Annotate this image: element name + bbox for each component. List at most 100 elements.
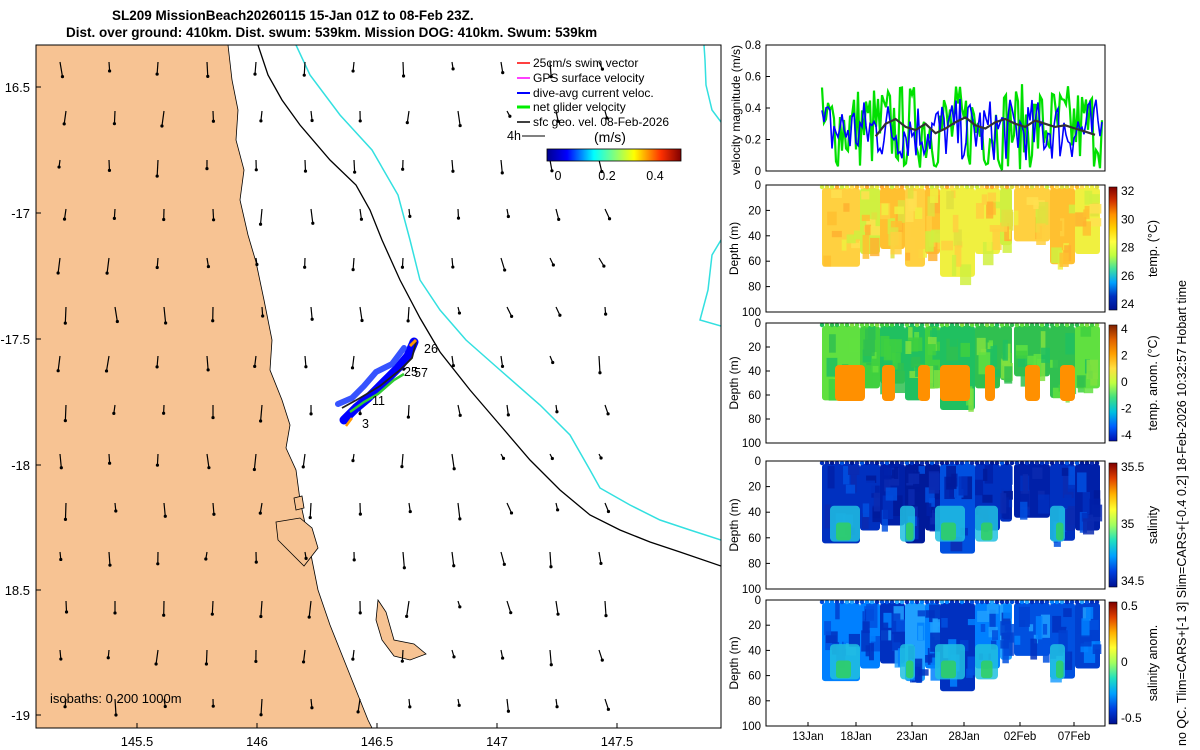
section-data-patch [925,231,934,252]
current-vector [162,600,166,617]
section-data-patch [1075,212,1087,227]
surface-sample [959,322,965,328]
depth-tick-label: 20 [748,482,761,494]
surface-sample [824,184,830,190]
depth-tick-label: 60 [748,390,761,402]
section-data-patch [883,612,892,628]
surface-sample [854,599,860,605]
surface-sample [884,460,890,466]
section-data-patch [853,230,864,240]
depth-tick-label: 80 [748,414,761,426]
colorbar-tick-label: -4 [1121,428,1132,442]
surface-sample [914,184,920,190]
island [293,495,305,511]
current-vector [204,551,208,561]
colorbar-tick-label: -2 [1121,402,1132,416]
section-data-patch [911,517,919,540]
current-vector [112,404,116,415]
surface-sample [844,460,850,466]
surface-sample [1094,599,1100,605]
section-data-patch [845,484,856,494]
section-data-patch [906,522,914,541]
colorbar-tick-label: 30 [1121,212,1135,226]
section-data-patch [977,610,990,623]
surface-sample [1004,599,1010,605]
section-data-patch [918,466,930,474]
surface-sample [1084,184,1090,190]
section-data-patch [917,610,928,617]
surface-sample [1034,460,1040,466]
surface-sample [989,322,995,328]
section-data-patch [931,229,942,243]
section-data-patch [941,660,956,679]
surface-sample [1004,184,1010,190]
section-panel-sanom: 0 20 40 60 80 100 Depth (m) 0.5 0 -0.5 salinity an… [727,595,1160,733]
current-vector [307,600,312,619]
current-vector [555,110,560,123]
isobath-1000m [703,45,721,123]
plot-title: SL209 MissionBeach20260115 15-Jan 01Z to… [112,8,474,23]
colorbar-unit: (m/s) [594,129,626,145]
surface-sample [829,184,835,190]
section-data-patch [976,337,986,356]
current-vector [604,208,612,221]
section-data-patch [865,645,870,657]
section-data-patch [1005,343,1011,365]
current-vector [253,61,257,76]
section-data-patch [1016,350,1028,359]
surface-sample [1019,460,1025,466]
current-vector [402,551,406,570]
current-vector [598,159,604,174]
section-data-patch [967,619,977,626]
surface-sample [884,599,890,605]
current-vector [351,61,355,73]
surface-sample [859,184,865,190]
current-vector [356,698,361,714]
surface-sample [839,184,845,190]
current-vector [301,453,306,469]
surface-sample [924,460,930,466]
section-data-patch [1080,643,1089,653]
current-vector [451,159,455,173]
current-vector [254,159,258,172]
current-vector [59,453,63,470]
surface-sample [919,184,925,190]
section-data-patch [827,211,837,226]
section-data-patch [928,498,935,507]
surface-sample [949,599,955,605]
section-data-patch [1016,345,1028,356]
surface-sample [1049,599,1055,605]
depth-tick-label: 0 [755,456,761,468]
current-vector [163,502,167,518]
current-vector [549,453,554,461]
depth-tick-label: 40 [748,366,761,378]
current-vector [108,551,112,567]
surface-sample [859,599,865,605]
section-data-patch [1002,339,1008,361]
surface-sample [909,184,915,190]
depth-tick-label: 60 [748,671,761,683]
section-data-patch [990,346,998,367]
section-data-patch [1000,621,1011,636]
surface-sample [849,460,855,466]
surface-sample [1089,599,1095,605]
surface-sample [839,460,845,466]
current-vector [63,404,67,423]
current-vector [59,551,63,562]
section-data-patch [1004,222,1010,242]
section-data-patch [1058,194,1064,204]
current-vector [104,355,110,373]
velocity-ylabel: velocity magnitude (m/s) [729,45,743,175]
surface-sample [819,460,825,466]
surface-sample [879,184,885,190]
section-data-patch [1068,204,1080,214]
section-data-patch [1041,347,1051,363]
surface-sample [944,599,950,605]
section-data-patch [1090,218,1102,227]
colorbar-tick-label: 32 [1121,184,1135,198]
surface-sample [899,184,905,190]
current-vector [57,159,61,169]
legend-label: 25cm/s swim vector [533,56,638,70]
section-data-patch [932,509,938,524]
